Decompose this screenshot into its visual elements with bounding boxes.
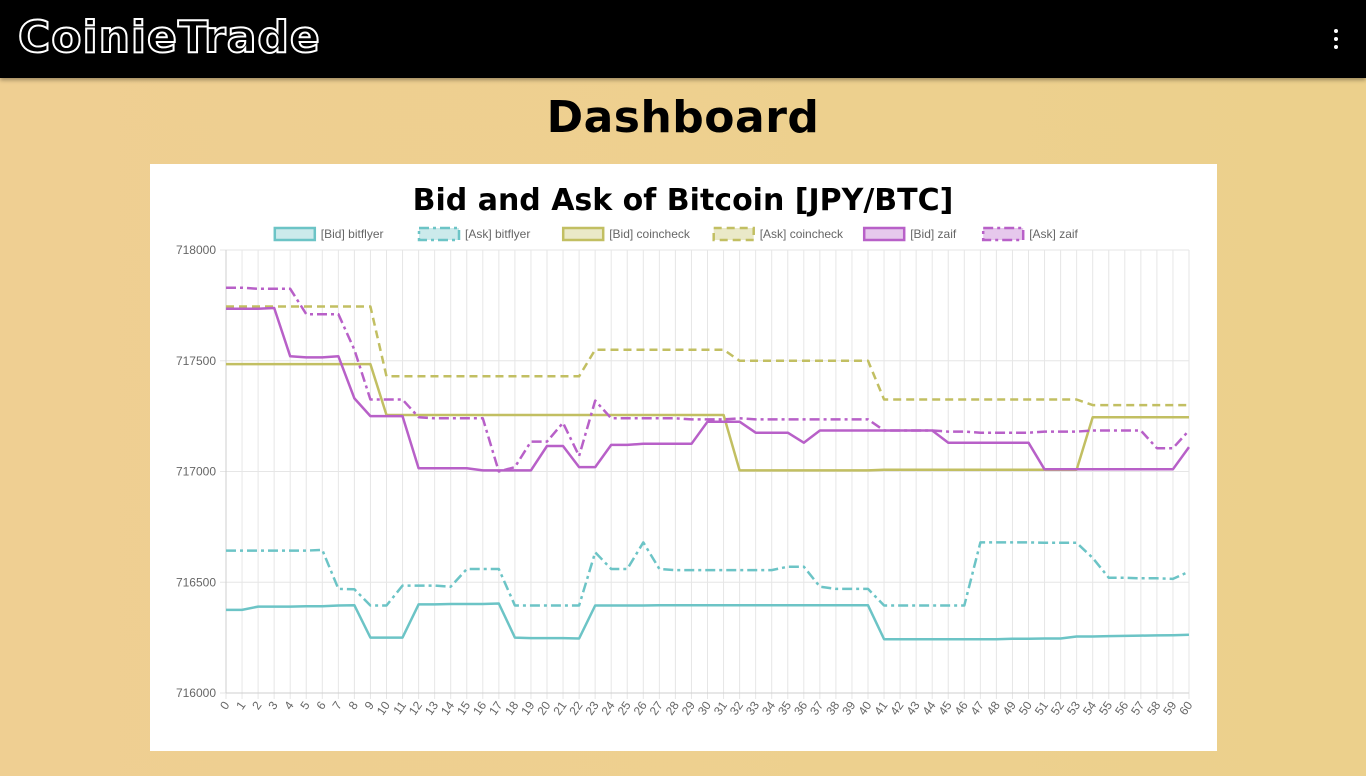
y-tick-label: 717500 [176, 354, 216, 368]
legend-swatch [417, 226, 461, 242]
legend-label: [Ask] zaif [1029, 227, 1078, 241]
legend-swatch [712, 226, 755, 242]
legend-swatch [981, 226, 1025, 242]
series-line-bid-bitflyer [226, 602, 1190, 641]
legend-label: [Ask] coincheck [760, 227, 844, 241]
legend-item: [Bid] bitflyer [273, 226, 384, 242]
x-tick-label: 6 [313, 698, 328, 712]
y-axis: 716000 716500 717000 717500 718000 [176, 243, 216, 700]
x-tick-label: 7 [330, 698, 345, 712]
x-tick-label: 5 [297, 698, 312, 712]
chart-title: Bid and Ask of Bitcoin [JPY/BTC] [413, 183, 954, 218]
legend-item: [Ask] bitflyer [417, 226, 530, 242]
legend-label: [Bid] zaif [910, 227, 957, 241]
y-tick-label: 718000 [176, 243, 216, 257]
app-logo[interactable]: CoinieTrade [17, 11, 321, 64]
legend-item: [Bid] zaif [862, 226, 957, 242]
series-line-ask-coincheck [226, 305, 1189, 407]
y-tick-label: 717000 [176, 465, 216, 479]
page-title: Dashboard [546, 92, 820, 143]
more-vert-icon[interactable] [1328, 27, 1344, 51]
x-axis: 0 1 2 3 4 5 6 7 8 9101112131415161718192021222324… [217, 698, 1195, 717]
menu-dot [1334, 29, 1338, 33]
series-line-ask-bitflyer [226, 541, 1190, 607]
legend-label: [Ask] bitflyer [465, 227, 530, 241]
legend-swatch [561, 226, 605, 242]
chart-grid [220, 249, 1190, 699]
x-tick-label: 60 [1176, 698, 1195, 717]
x-tick-label: 3 [265, 698, 280, 712]
x-tick-label: 2 [249, 698, 264, 712]
series-line-ask-zaif [226, 286, 1190, 473]
x-tick-label: 8 [346, 698, 361, 712]
x-tick-label: 0 [217, 698, 232, 712]
y-tick-label: 716500 [176, 575, 216, 589]
menu-dot [1334, 37, 1338, 41]
legend-item: [Ask] coincheck [712, 226, 844, 242]
y-tick-label: 716000 [176, 686, 216, 700]
x-tick-label: 4 [281, 698, 296, 712]
series-line-bid-zaif [226, 306, 1191, 472]
legend-swatch [273, 226, 317, 242]
bid-ask-line-chart: Bid and Ask of Bitcoin [JPY/BTC] [Bid] b… [176, 183, 1196, 718]
chart-series [226, 286, 1191, 641]
chart-card: Bid and Ask of Bitcoin [JPY/BTC] [Bid] b… [150, 164, 1217, 751]
x-tick-label: 1 [233, 698, 248, 712]
legend-item: [Ask] zaif [981, 226, 1079, 242]
legend-swatch [862, 226, 906, 242]
legend-item: [Bid] coincheck [561, 226, 691, 242]
legend-label: [Bid] coincheck [609, 227, 691, 241]
menu-dot [1334, 45, 1338, 49]
chart-legend: [Bid] bitflyer [Ask] bitflyer [Bid] coinch… [273, 226, 1079, 242]
top-app-bar: CoinieTrade [0, 0, 1366, 78]
legend-label: [Bid] bitflyer [321, 227, 384, 241]
